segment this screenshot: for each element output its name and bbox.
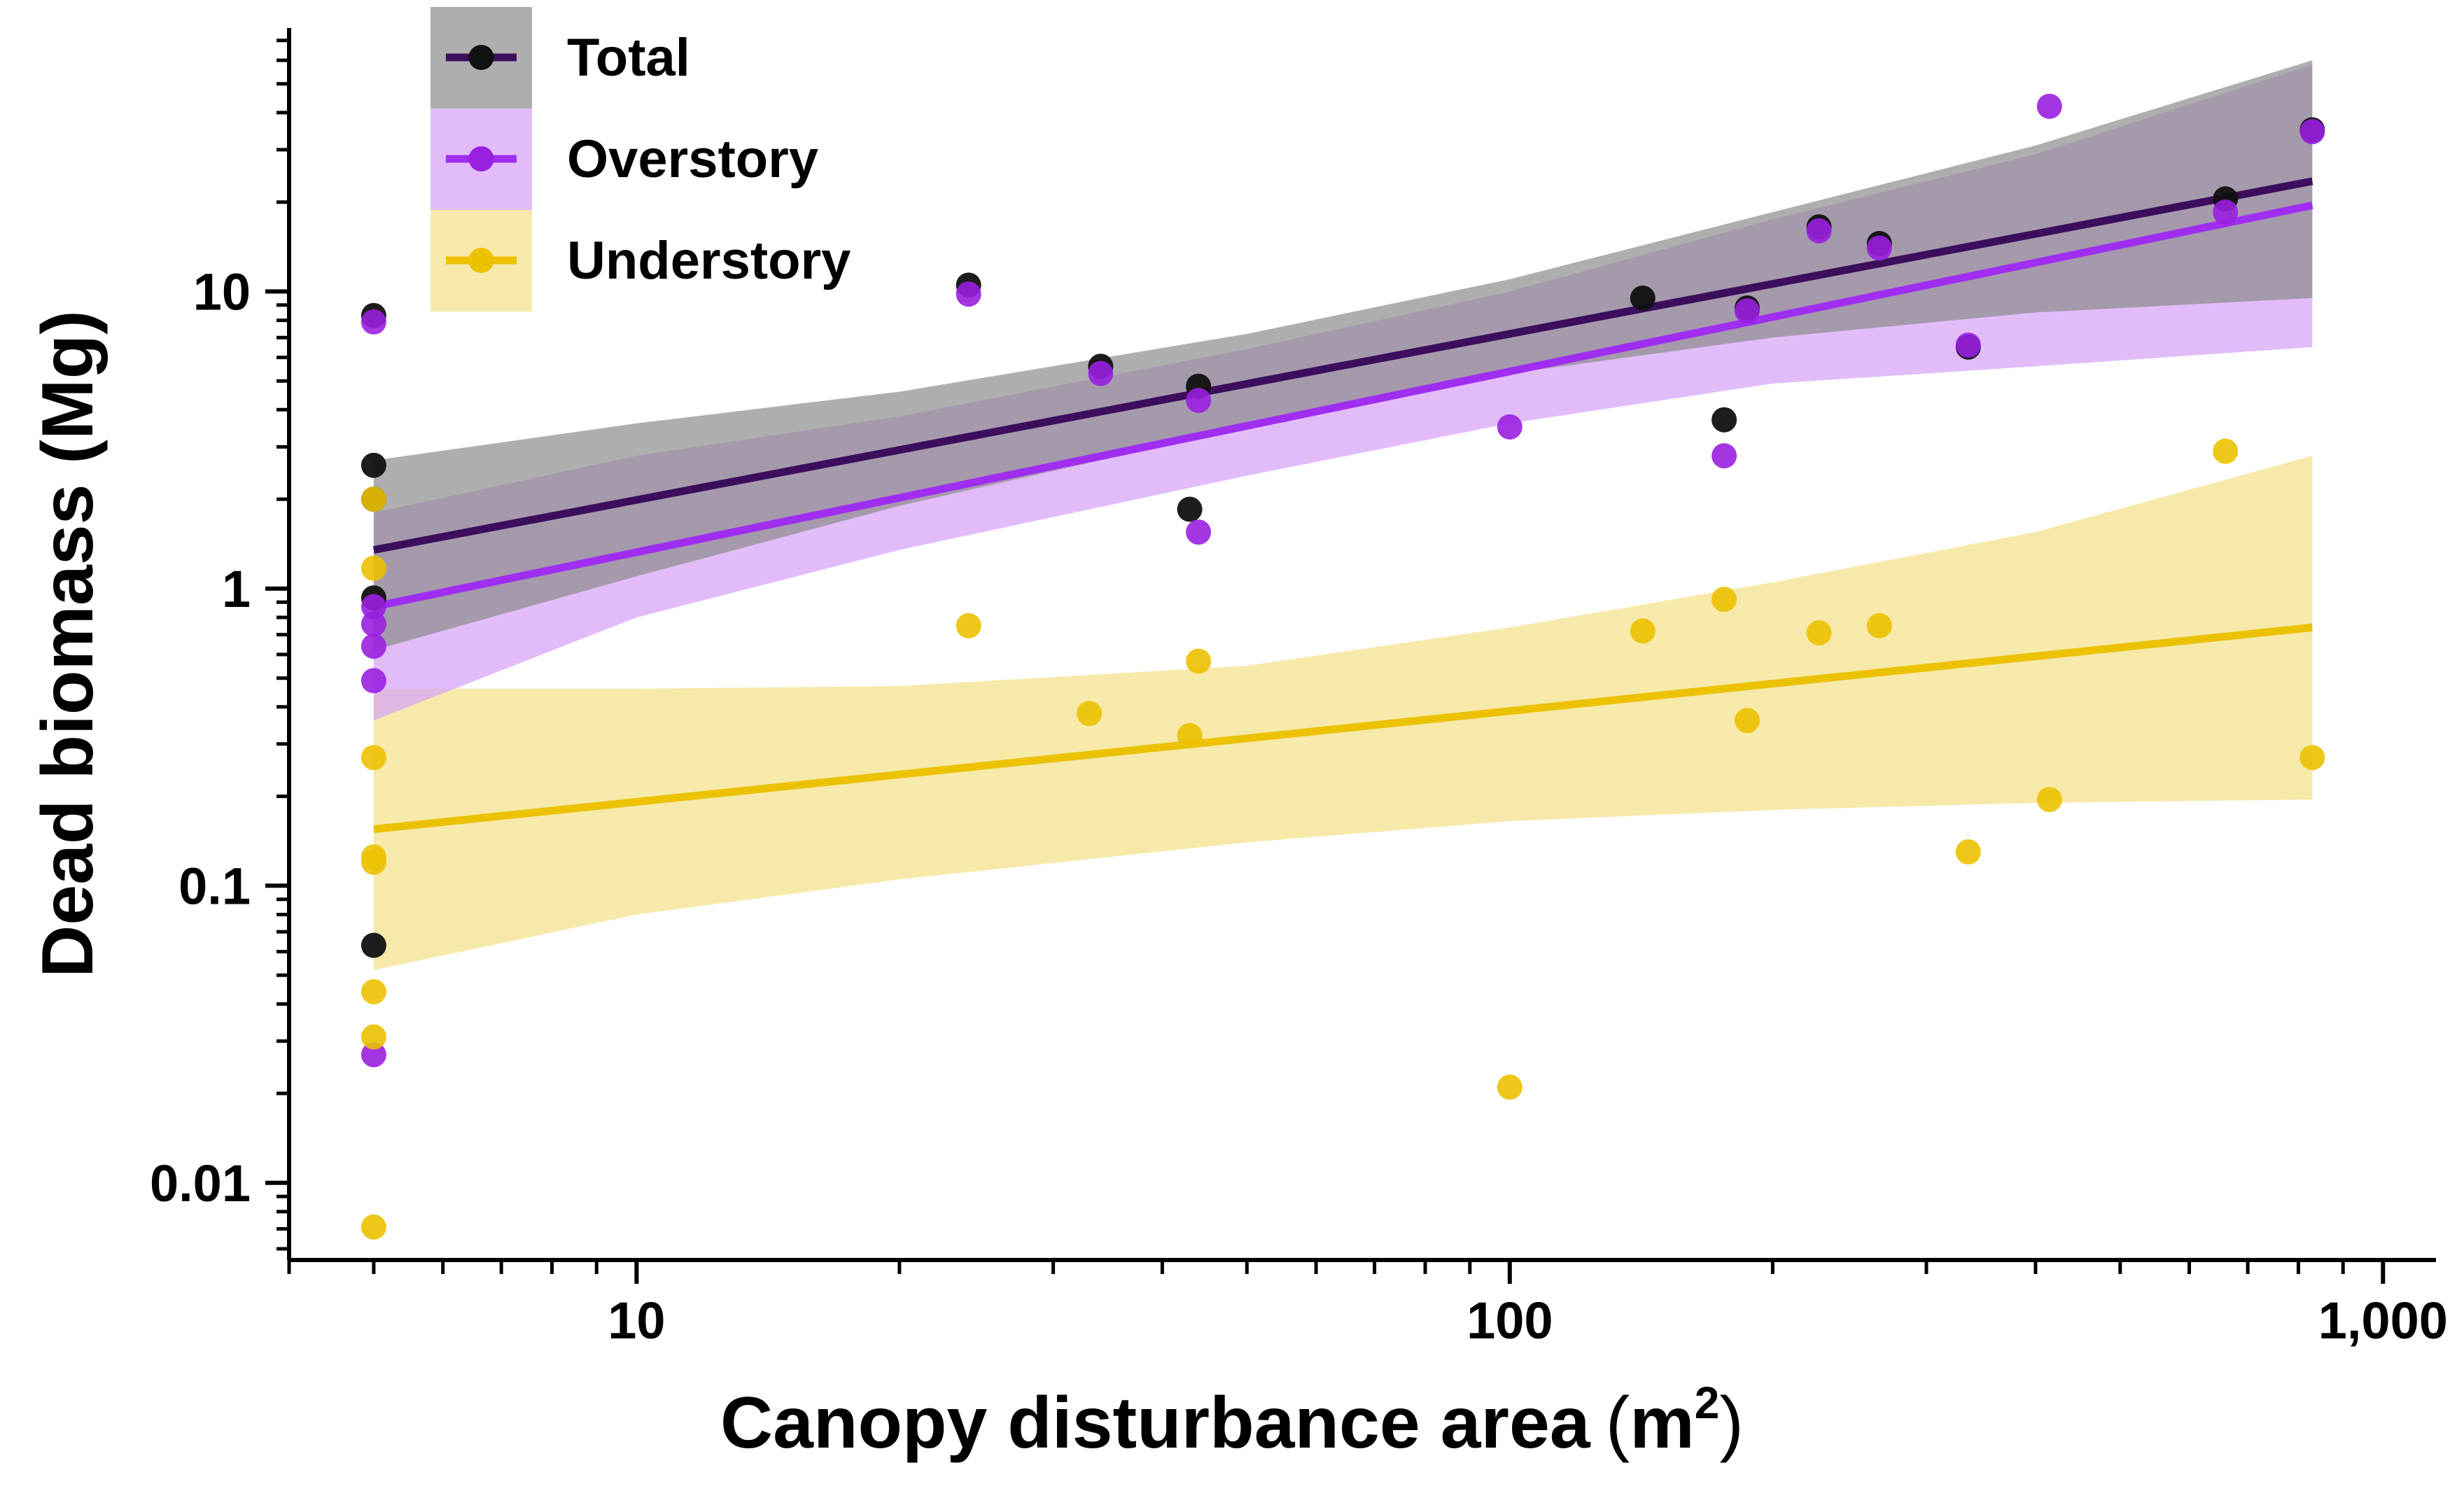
point-overstory-5	[360, 1042, 386, 1068]
point-understory-17	[1866, 612, 1892, 638]
point-understory-14	[1712, 587, 1737, 612]
point-understory-20	[2213, 438, 2239, 464]
point-total-8	[1177, 496, 1203, 522]
point-overstory-7	[1088, 360, 1114, 386]
fit-line-understory	[373, 623, 2313, 834]
point-overstory-9	[1186, 519, 1212, 545]
fit-line-overstory	[372, 201, 2314, 610]
legend-entry-total: Total	[430, 7, 690, 108]
point-overstory-11	[1712, 443, 1737, 469]
point-overstory-3	[360, 634, 386, 659]
y-tick-label: 1	[222, 560, 251, 618]
point-understory-0	[360, 486, 386, 512]
x-axis-title-unit-exp: 2	[1695, 1378, 1720, 1428]
legend-marker-overstory	[468, 146, 494, 172]
y-tick-label: 10	[193, 262, 251, 321]
legend-marker-understory	[468, 248, 494, 273]
point-overstory-13	[1806, 218, 1832, 244]
point-understory-21	[2300, 745, 2325, 771]
x-tick-label: 10	[608, 1292, 665, 1350]
x-axis-title: Canopy disturbance area (m2)	[720, 1378, 1744, 1464]
point-overstory-18	[2300, 119, 2325, 145]
point-understory-15	[1735, 708, 1760, 734]
point-overstory-14	[1866, 235, 1892, 261]
point-understory-7	[360, 1214, 386, 1240]
point-understory-6	[360, 1024, 386, 1050]
x-axis-title-paren-open: (	[1606, 1382, 1630, 1464]
legend-entry-overstory: Overstory	[430, 108, 818, 210]
point-understory-1	[360, 555, 386, 581]
axes: 0.01 0.1 1 10 10 100 1,000	[150, 28, 2448, 1350]
point-understory-18	[1955, 839, 1981, 864]
legend-entry-understory: Understory	[430, 210, 850, 312]
point-overstory-4	[360, 668, 386, 694]
point-understory-13	[1630, 618, 1656, 644]
x-axis-title-unit: m	[1630, 1382, 1694, 1464]
legend-marker-total	[468, 45, 494, 70]
point-understory-9	[1077, 701, 1102, 727]
point-total-1	[360, 452, 386, 478]
point-overstory-8	[1186, 388, 1212, 413]
y-tick-label: 0.1	[178, 857, 251, 915]
data-points	[360, 93, 2325, 1240]
point-understory-2	[360, 745, 386, 771]
point-overstory-6	[955, 281, 981, 307]
point-understory-10	[1177, 722, 1203, 748]
legend: Total Overstory Understory	[430, 7, 850, 312]
point-understory-12	[1497, 1074, 1522, 1100]
point-overstory-12	[1735, 298, 1760, 324]
point-understory-11	[1186, 648, 1212, 674]
legend-label-total: Total	[567, 28, 690, 88]
legend-label-overstory: Overstory	[567, 130, 818, 189]
point-total-10	[1712, 407, 1737, 433]
point-understory-8	[955, 612, 981, 638]
point-overstory-17	[2213, 200, 2239, 225]
point-total-4	[360, 932, 386, 958]
point-overstory-2	[360, 611, 386, 637]
point-overstory-15	[1955, 332, 1981, 358]
point-total-9	[1630, 285, 1656, 311]
point-overstory-10	[1497, 414, 1522, 440]
fit-line-total	[372, 177, 2314, 554]
x-tick-label: 1,000	[2318, 1292, 2448, 1350]
band-understory	[373, 456, 2313, 970]
point-understory-5	[360, 979, 386, 1004]
point-overstory-0	[360, 309, 386, 335]
point-understory-16	[1806, 620, 1832, 645]
y-tick-label: 0.01	[150, 1154, 251, 1212]
point-understory-19	[2036, 787, 2062, 813]
fit-lines	[372, 177, 2314, 834]
x-axis-title-paren-close: )	[1719, 1382, 1744, 1464]
point-overstory-1	[360, 594, 386, 620]
x-axis-title-text: Canopy disturbance area	[720, 1382, 1591, 1464]
y-axis-title: Dead biomass (Mg)	[27, 310, 108, 977]
point-overstory-16	[2036, 93, 2062, 119]
x-tick-label: 100	[1466, 1292, 1553, 1350]
point-understory-4	[360, 849, 386, 875]
legend-label-understory: Understory	[567, 231, 850, 290]
confidence-bands	[373, 60, 2313, 970]
